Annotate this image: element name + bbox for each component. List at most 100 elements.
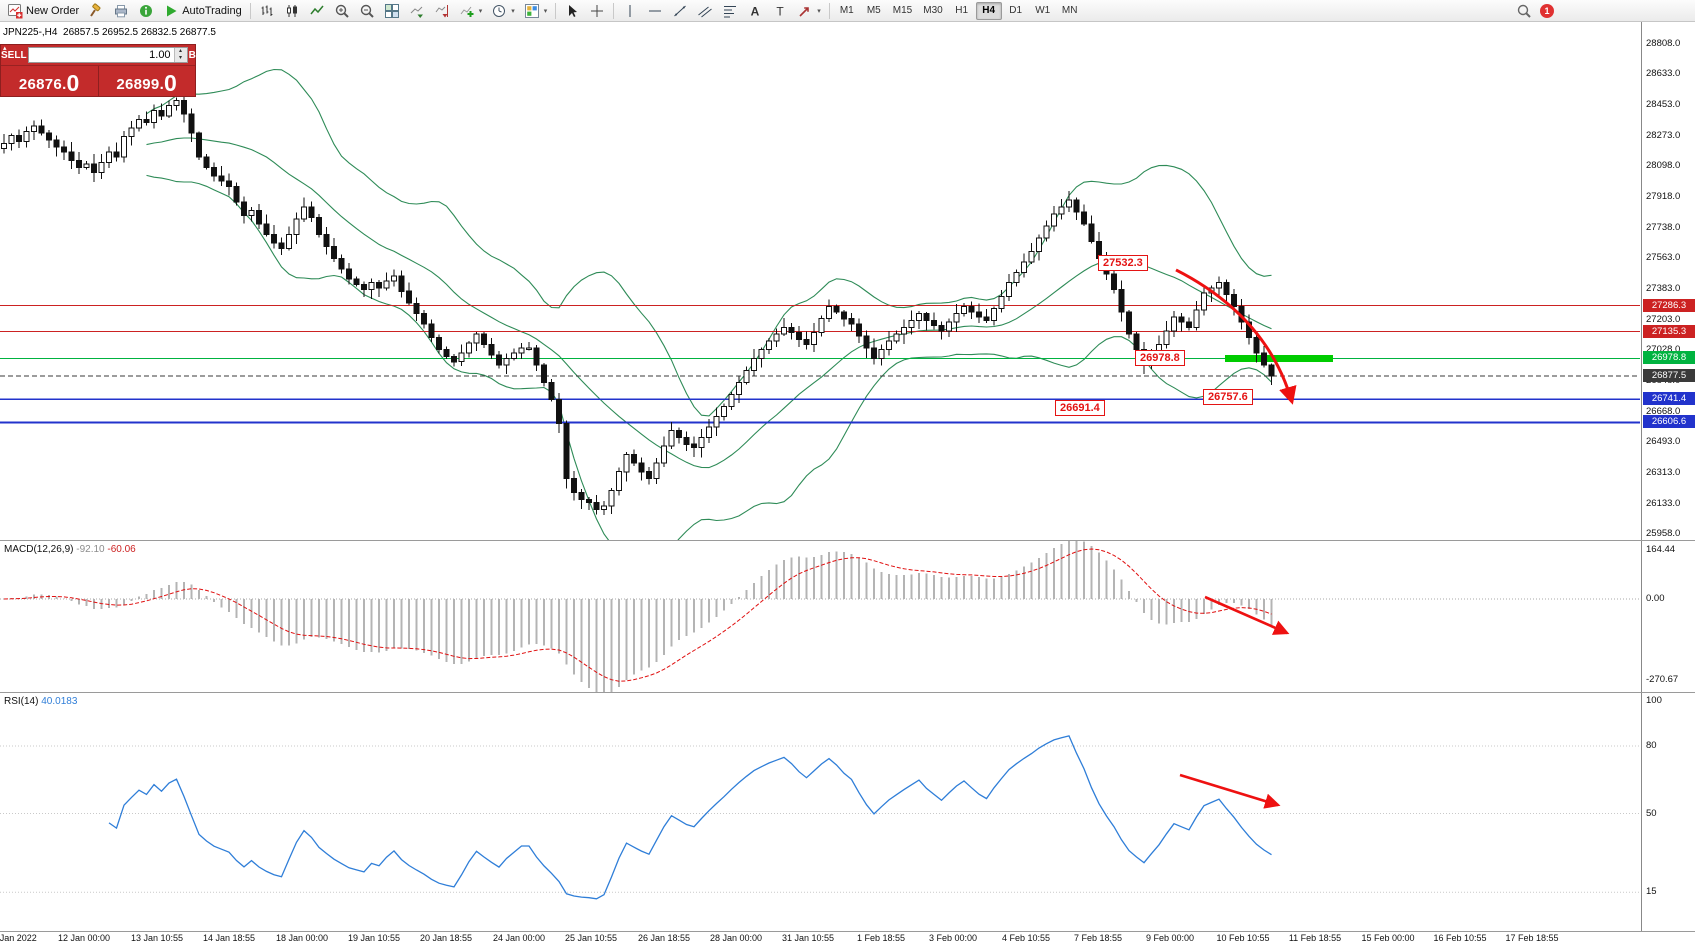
svg-text:A: A	[751, 4, 760, 18]
search-icon[interactable]	[1516, 3, 1532, 19]
crosshair-icon	[591, 4, 604, 17]
collapse-trade-panel-icon[interactable]: ▴	[3, 45, 7, 52]
highlight-bar[interactable]	[1225, 355, 1333, 362]
macd-panel-splitter[interactable]	[0, 540, 1695, 541]
time-axis-label: 18 Jan 00:00	[275, 933, 329, 943]
rsi-arrow[interactable]	[1179, 773, 1281, 809]
price-tag: 26978.8	[1643, 351, 1695, 364]
volume-increase-button[interactable]: ▴	[174, 48, 187, 55]
indicators-icon	[460, 6, 474, 17]
rsi-panel-splitter[interactable]	[0, 692, 1695, 693]
vertical-line-icon	[629, 4, 631, 17]
time-axis-label: 9 Feb 00:00	[1145, 933, 1195, 943]
time-axis-label: 12 Jan 2022	[0, 933, 37, 943]
tile-windows-button[interactable]	[380, 1, 404, 21]
periods-button[interactable]: ▾	[487, 1, 519, 21]
axis-label: 26668.0	[1646, 406, 1681, 417]
chart-shift-button[interactable]	[430, 1, 454, 21]
buy-button[interactable]: 26899. 0	[99, 66, 196, 96]
fibonacci-button[interactable]	[718, 1, 742, 21]
macd-indicator-panel[interactable]	[0, 541, 1640, 692]
timeframe-m1[interactable]: M1	[839, 5, 854, 16]
timeframe-h4[interactable]: H4	[975, 1, 1002, 20]
sell-button[interactable]: 26876. 0	[1, 66, 99, 96]
trend-arrow[interactable]	[1175, 268, 1297, 405]
time-axis-label: 12 Jan 00:00	[57, 933, 111, 943]
timeframe-w1[interactable]: W1	[1035, 5, 1051, 16]
time-axis-label: 24 Jan 00:00	[492, 933, 546, 943]
zoom-out-button[interactable]	[355, 1, 379, 21]
text-button[interactable]: A	[743, 1, 767, 21]
cursor-icon	[569, 4, 578, 17]
axis-label: 164.44	[1646, 544, 1676, 555]
volume-input[interactable]	[28, 48, 174, 62]
candlestick-chart-button[interactable]	[280, 1, 304, 21]
rsi-indicator-panel[interactable]	[0, 693, 1640, 931]
candlestick-chart[interactable]	[0, 22, 1640, 540]
new-order-button[interactable]: New Order	[3, 1, 83, 21]
horizontal-line-button[interactable]	[643, 1, 667, 21]
time-axis-label: 19 Jan 10:55	[347, 933, 401, 943]
chart-shift-icon	[435, 4, 448, 17]
tile-windows-icon	[384, 3, 399, 18]
time-axis-label: 15 Feb 00:00	[1361, 933, 1415, 943]
auto-scroll-icon	[410, 6, 423, 18]
price-axis[interactable]: 28808.0 28633.0 28453.0 28273.0 28098.0 27918…	[1641, 22, 1695, 931]
candles[interactable]	[1, 95, 1275, 515]
timeframe-m5[interactable]: M5	[866, 5, 881, 16]
time-axis-label: 28 Jan 00:00	[709, 933, 763, 943]
channel-button[interactable]	[693, 1, 717, 21]
line-chart-icon	[310, 5, 324, 14]
timeframe-h1[interactable]: H1	[955, 5, 969, 16]
price-tag: 26741.4	[1643, 392, 1695, 405]
time-axis-label: 10 Feb 10:55	[1216, 933, 1270, 943]
bollinger-band	[146, 137, 1272, 469]
timeframe-m30[interactable]: M30	[923, 5, 943, 16]
trendline-button[interactable]	[668, 1, 692, 21]
chevron-down-icon: ▾	[478, 7, 483, 15]
time-axis-label: 11 Feb 18:55	[1288, 933, 1342, 943]
axis-label: 27028.0	[1646, 344, 1681, 355]
autotrading-button[interactable]: AutoTrading	[159, 1, 246, 21]
bollinger-band	[146, 68, 1272, 417]
hammer-button[interactable]	[84, 1, 108, 21]
cursor-button[interactable]	[560, 1, 584, 21]
candles-chart-icon	[286, 4, 297, 17]
axis-label: -270.67	[1646, 674, 1679, 685]
arrows-button[interactable]: ▾	[793, 1, 825, 21]
print-button[interactable]	[109, 1, 133, 21]
timeframe-m15[interactable]: M15	[892, 5, 913, 16]
price-tag: 27286.3	[1643, 299, 1695, 312]
vertical-line-button[interactable]	[618, 1, 642, 21]
line-chart-button[interactable]	[305, 1, 329, 21]
time-axis-label: 25 Jan 10:55	[564, 933, 618, 943]
auto-scroll-button[interactable]	[405, 1, 429, 21]
timeframe-d1[interactable]: D1	[1009, 5, 1023, 16]
notification-badge[interactable]: 1	[1540, 3, 1554, 18]
axis-label: 27918.0	[1646, 191, 1681, 202]
time-axis[interactable]: 12 Jan 2022 12 Jan 00:00 13 Jan 10:55 14 Ja…	[0, 932, 1695, 945]
indicators-button[interactable]: ▾	[455, 1, 487, 21]
macd-signal-value: -60.06	[107, 544, 136, 555]
timeframe-mn[interactable]: MN	[1061, 5, 1078, 16]
bar-chart-button[interactable]	[255, 1, 279, 21]
horizontal-line-icon	[649, 10, 662, 11]
macd-arrow[interactable]	[1204, 595, 1290, 635]
templates-icon	[524, 3, 539, 18]
crosshair-button[interactable]	[585, 1, 609, 21]
fibonacci-icon	[724, 5, 737, 17]
axis-label: 50	[1646, 808, 1657, 819]
info-button[interactable]	[134, 1, 158, 21]
rsi-name: RSI(14)	[4, 696, 39, 707]
label-button[interactable]: T	[768, 1, 792, 21]
volume-decrease-button[interactable]: ▾	[174, 55, 187, 62]
templates-button[interactable]: ▾	[520, 1, 552, 21]
macd-histogram	[10, 541, 1273, 692]
autotrading-label: AutoTrading	[182, 4, 242, 17]
price-tag: 26606.6	[1643, 415, 1695, 428]
rsi-value: 40.0183	[41, 696, 78, 707]
toolbar-separator	[828, 2, 830, 19]
zoom-in-button[interactable]	[330, 1, 354, 21]
toolbar-separator	[555, 2, 557, 19]
bollinger-band	[146, 174, 1272, 540]
